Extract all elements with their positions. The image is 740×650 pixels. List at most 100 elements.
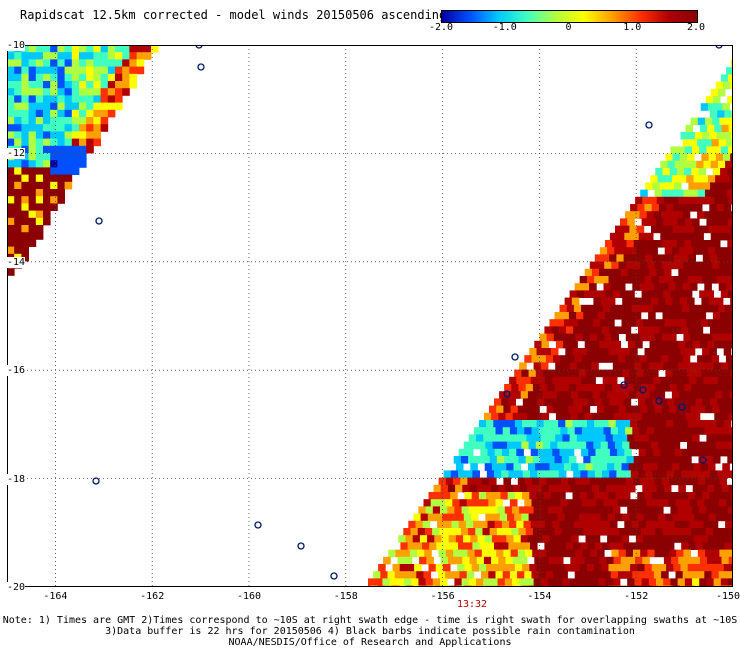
wind-cell [64,174,73,183]
wind-cell [622,564,631,572]
wind-cell [728,74,733,82]
colorbar [441,10,698,23]
wind-cell [674,254,682,262]
wind-cell [658,225,666,234]
wind-cell [64,102,73,111]
footnote: Note: 1) Times are GMT 2)Times correspon… [0,615,740,648]
wind-cell [495,571,504,579]
wind-cell [536,492,545,500]
wind-cell [587,542,596,550]
wind-cell [611,405,619,414]
wind-cell [677,506,686,514]
wind-cell [638,304,647,313]
wind-cell [407,542,416,550]
wind-cell [122,66,130,75]
wind-cell [546,549,555,558]
wind-cell [93,138,101,147]
island-outline [95,217,103,225]
wind-cell [566,398,574,406]
wind-cell [679,319,687,327]
wind-cell [543,369,551,378]
wind-cell [705,477,713,486]
wind-cell [661,405,670,414]
wind-cell [465,470,473,478]
wind-cell [615,441,623,450]
wind-cell [14,217,22,226]
wind-cell [561,384,570,392]
wind-cell [571,535,579,543]
wind-cell [707,535,716,543]
wind-cell [43,217,51,226]
wind-cell [403,528,411,536]
wind-cell [705,117,713,126]
wind-cell [548,556,557,565]
wind-cell [490,434,498,442]
wind-cell [602,470,610,478]
wind-cell [550,369,558,378]
wind-cell [531,355,540,363]
wind-cell [378,564,386,572]
wind-cell [722,247,730,255]
wind-cell [717,254,725,262]
wind-cell [466,499,475,507]
wind-cell [670,290,678,298]
wind-cell [565,564,573,572]
wind-cell [651,513,659,522]
wind-cell [689,304,697,313]
wind-cell [685,196,694,205]
wind-cell [664,463,673,471]
wind-cell [14,181,22,190]
wind-cell [702,564,710,572]
wind-cell [414,564,422,572]
wind-cell [28,102,37,111]
wind-cell [594,470,603,478]
wind-cell [720,168,728,176]
wind-cell [712,405,720,414]
wind-cell [129,59,137,67]
wind-cell [684,240,692,248]
wind-cell [651,225,659,234]
wind-cell [702,492,710,500]
wind-cell [513,535,522,543]
wind-cell [660,304,668,313]
wind-cell [582,549,591,558]
wind-cell [633,456,642,464]
wind-cell [676,261,684,270]
wind-cell [681,398,689,406]
wind-cell [559,520,568,529]
wind-cell [667,376,676,385]
wind-cell [633,549,641,558]
wind-cell [43,124,51,132]
wind-cell [437,520,445,529]
wind-cell [21,196,29,204]
wind-cell [714,556,722,565]
wind-cell [397,556,406,565]
wind-cell [664,319,673,327]
wind-cell [489,528,498,536]
wind-cell [659,182,668,190]
wind-cell [679,153,688,162]
wind-cell [21,59,29,67]
wind-cell [561,477,569,486]
wind-cell [7,203,15,211]
wind-cell [435,564,444,572]
wind-cell [21,253,29,262]
wind-cell [518,528,527,536]
wind-cell [699,484,708,493]
wind-cell [609,520,618,529]
wind-cell [471,564,480,572]
wind-cell [581,427,590,435]
wind-cell [701,441,709,450]
wind-cell [574,571,583,579]
wind-cell [704,571,712,579]
wind-cell [115,95,123,103]
wind-cell [676,384,685,392]
wind-cell [680,132,689,140]
wind-cell [713,578,722,586]
wind-cell [576,434,585,442]
wind-cell [528,513,537,522]
wind-cell [535,535,543,543]
wind-cell [677,218,686,226]
wind-cell [14,52,22,60]
wind-cell [707,247,716,255]
